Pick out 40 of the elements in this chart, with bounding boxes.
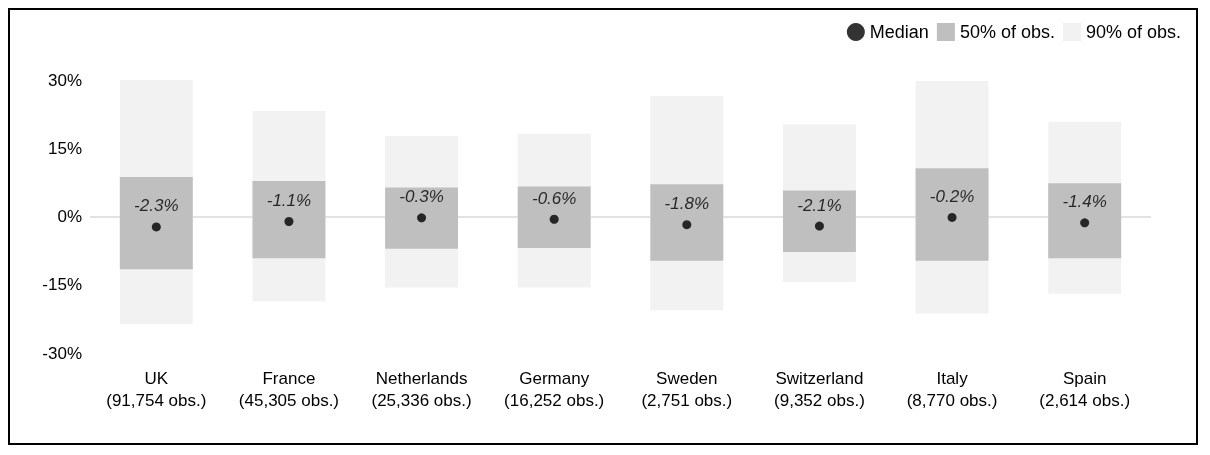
bar [517, 186, 591, 248]
y-tick-label: -30% [42, 343, 82, 363]
point [814, 221, 824, 231]
x-tick-label: Italy (8,770 obs.) [906, 368, 998, 410]
x-tick-label: UK (91,754 obs.) [106, 368, 207, 410]
legend-label: 50% of obs. [959, 22, 1055, 42]
point [284, 217, 294, 226]
bar [252, 181, 326, 259]
y-tick-label: 15% [47, 138, 82, 158]
point [549, 214, 559, 224]
bar [119, 176, 193, 270]
x-tick-label: Spain (2,614 obs.) [1039, 368, 1131, 410]
bar [385, 187, 459, 249]
point [947, 212, 957, 222]
bar [915, 168, 989, 261]
bar [782, 190, 856, 252]
bar [1048, 183, 1122, 259]
y-tick-label: 0% [57, 207, 82, 226]
data-label: -0.3% [399, 187, 444, 207]
x-tick-label: Switzerland (9,352 obs.) [774, 368, 865, 410]
x-tick-label: Sweden (2,751 obs.) [641, 368, 733, 410]
data-label: -0.6% [531, 188, 577, 208]
data-label: -1.1% [266, 191, 312, 211]
x-tick-label: France (45,305 obs.) [238, 368, 340, 410]
point [1080, 218, 1090, 228]
point [151, 222, 161, 232]
y-tick-label: 30% [47, 70, 82, 90]
point [682, 220, 692, 230]
bar [650, 184, 724, 261]
legend-label: Median [869, 22, 929, 42]
data-label: -2.3% [134, 196, 179, 216]
x-tick-label: Netherlands (25,336 obs.) [371, 368, 472, 410]
data-label: -2.1% [797, 195, 842, 215]
x-tick-label: Germany (16,252 obs.) [504, 368, 605, 410]
y-tick-label: -15% [42, 275, 82, 295]
point [417, 213, 427, 223]
data-label: -1.4% [1062, 192, 1107, 212]
legend-label: 90% of obs. [1085, 22, 1181, 42]
data-label: -1.8% [664, 194, 710, 214]
data-label: -0.2% [929, 186, 975, 206]
